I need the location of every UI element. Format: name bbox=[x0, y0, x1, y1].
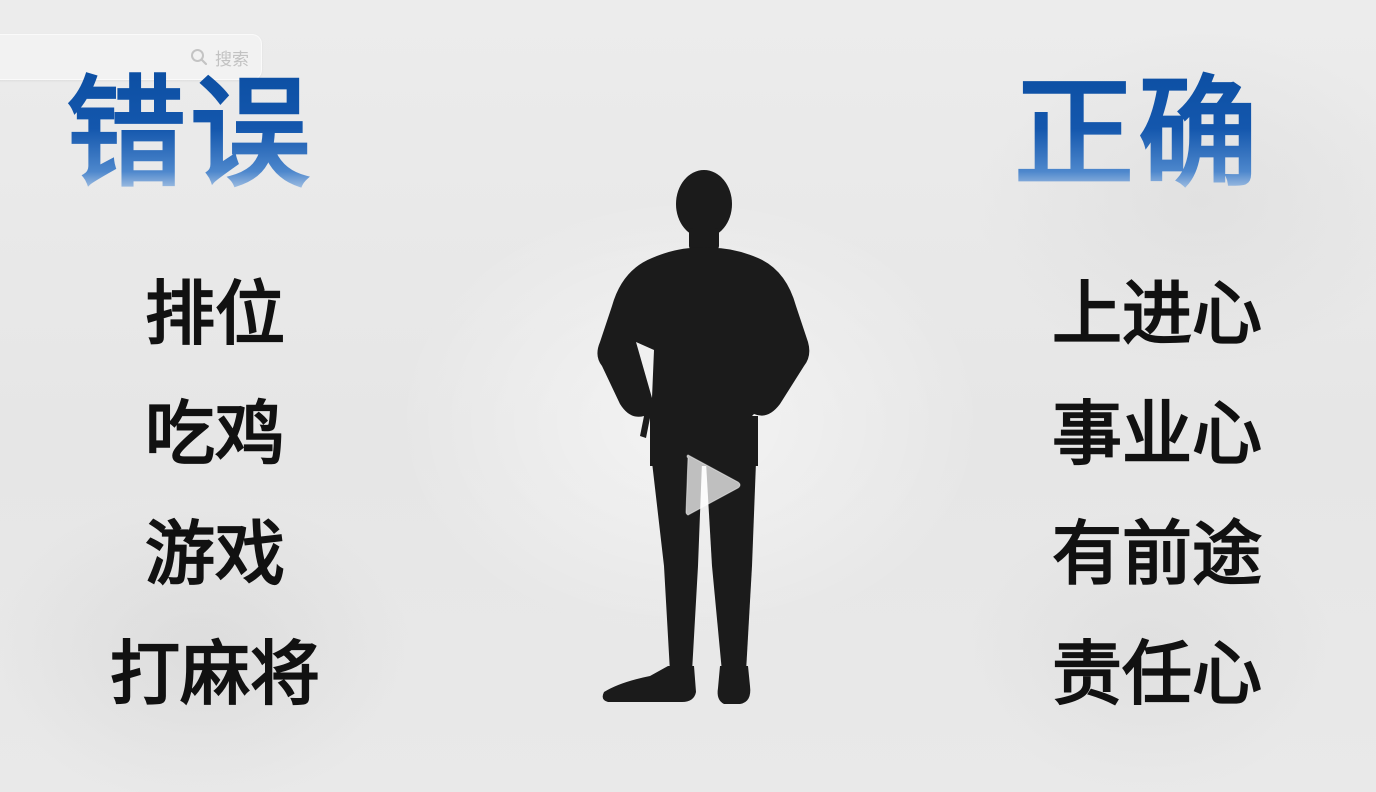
right-item: 上进心 bbox=[1052, 273, 1262, 355]
wrong-item: 吃鸡 bbox=[145, 393, 285, 475]
wrong-items-list: 排位 吃鸡 游戏 打麻将 bbox=[100, 254, 330, 734]
wrong-item: 打麻将 bbox=[110, 633, 320, 715]
search-icon bbox=[189, 47, 209, 67]
search-label: 搜索 bbox=[215, 49, 249, 70]
search-box[interactable]: 搜索 bbox=[0, 34, 262, 80]
right-item: 事业心 bbox=[1052, 393, 1262, 475]
play-icon bbox=[685, 454, 741, 516]
person-silhouette-icon bbox=[590, 166, 820, 714]
right-item: 有前途 bbox=[1052, 513, 1262, 595]
wrong-item: 排位 bbox=[145, 273, 285, 355]
heading-right: 正确 bbox=[1014, 65, 1262, 204]
wrong-item: 游戏 bbox=[145, 513, 285, 595]
right-item: 责任心 bbox=[1052, 633, 1262, 715]
play-button[interactable] bbox=[682, 454, 742, 516]
heading-wrong: 错误 bbox=[66, 65, 314, 204]
right-items-list: 上进心 事业心 有前途 责任心 bbox=[1044, 254, 1270, 734]
